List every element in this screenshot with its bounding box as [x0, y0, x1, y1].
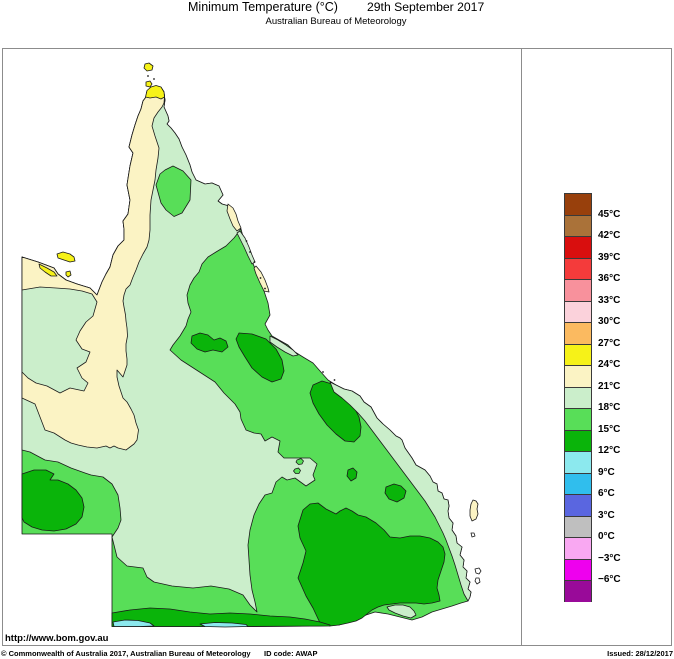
- map-title: Minimum Temperature (°C): [188, 0, 338, 14]
- legend-label-9C: 9°C: [598, 466, 615, 478]
- legend-label-0C: 0°C: [598, 531, 615, 542]
- legend-cell-0: [564, 193, 592, 215]
- map-region-mint-secoast: [329, 381, 472, 602]
- footer-issued: Issued: 28/12/2017: [607, 649, 673, 658]
- legend-cell-17: [564, 558, 592, 580]
- legend-label-33C: 33°C: [598, 294, 621, 306]
- map-island-stradbroke: [474, 577, 481, 585]
- legend-cell-16: [564, 537, 592, 559]
- legend-cell-10: [564, 408, 592, 430]
- legend-cell-5: [564, 300, 592, 322]
- legend-label-24C: 24°C: [598, 359, 621, 370]
- map-region-yellow-bentinck: [65, 270, 72, 278]
- map-region-mint-townsville: [269, 335, 299, 357]
- map-region-mint-cooktown-sliver: [236, 230, 256, 265]
- legend-label-12C: 12°C: [598, 445, 621, 456]
- legend-cell-7: [564, 343, 592, 365]
- map-region-dgreen-border-blob: [21, 469, 85, 532]
- legend-label-42C: 42°C: [598, 230, 621, 241]
- legend-label-m6C: −6°C: [598, 574, 621, 585]
- legend-cell-8: [564, 365, 592, 387]
- map-region-dgreen-triangle: [384, 483, 407, 503]
- legend-cell-1: [564, 214, 592, 236]
- legend-label-15C: 15°C: [598, 423, 621, 435]
- legend-cell-12: [564, 451, 592, 473]
- legend-cell-11: [564, 429, 592, 451]
- legend-cell-4: [564, 279, 592, 301]
- map-island-moreton: [474, 567, 482, 575]
- map-region-mint-field: [21, 85, 318, 613]
- map-frame: [2, 48, 672, 646]
- legend-label-30C: 30°C: [598, 316, 621, 327]
- footer-url: http://www.bom.gov.au: [5, 633, 109, 644]
- map-region-cream-cooktown: [226, 203, 242, 232]
- legend-cell-18: [564, 580, 592, 602]
- map-region-dgreen-nw-blob: [190, 332, 229, 353]
- map-region-lgreen-dot1: [295, 458, 304, 465]
- footer-copyright: © Commonwealth of Australia 2017, Austra…: [1, 649, 251, 658]
- legend-label-21C: 21°C: [598, 380, 621, 392]
- map-region-cream-fraser: [469, 499, 479, 522]
- legend-divider: [521, 48, 522, 646]
- map-offshore-islets: [147, 75, 336, 381]
- map-region-yellow-torres-1: [143, 62, 154, 72]
- map-region-yellow-mornington: [56, 251, 76, 263]
- map-region-yellow-coastal: [38, 263, 58, 277]
- map-region-yellow-tip: [145, 85, 165, 100]
- legend-label-36C: 36°C: [598, 273, 621, 284]
- legend-cell-13: [564, 472, 592, 494]
- legend-cell-14: [564, 494, 592, 516]
- map-island-small: [470, 532, 476, 538]
- legend-label-45C: 45°C: [598, 208, 621, 220]
- temperature-legend: 45°C 42°C 39°C 36°C 33°C 30°C 27°C 24°C 21°C 18°C…: [564, 193, 621, 602]
- legend-label-27C: 27°C: [598, 337, 621, 349]
- map-region-lgreen-peninsula-blob: [155, 165, 192, 217]
- footer-idcode: ID code: AWAP: [264, 649, 318, 658]
- legend-cell-15: [564, 515, 592, 537]
- legend-label-6C: 6°C: [598, 488, 615, 499]
- legend-cell-9: [564, 386, 592, 408]
- map-region-dgreen-dot: [346, 467, 358, 482]
- map-region-dgreen-banana: [235, 332, 285, 383]
- legend-cell-3: [564, 257, 592, 279]
- legend-label-39C: 39°C: [598, 251, 621, 263]
- map-subtitle: Australian Bureau of Meteorology: [265, 16, 407, 27]
- legend-label-3C: 3°C: [598, 509, 615, 521]
- map-region-lgreen-dot2: [293, 467, 301, 474]
- legend-label-m3C: −3°C: [598, 552, 621, 564]
- map-region-mint-bottomright: [386, 604, 417, 619]
- map-region-yellow-torres-2: [145, 80, 153, 88]
- map-region-mint-nw-island: [21, 286, 98, 394]
- legend-cell-2: [564, 236, 592, 258]
- legend-cell-6: [564, 322, 592, 344]
- map-region-cream-cairns: [253, 265, 270, 293]
- map-date: 29th September 2017: [367, 0, 485, 14]
- legend-label-18C: 18°C: [598, 402, 621, 413]
- map-region-cyan-2: [199, 622, 249, 628]
- map-region-cyan-1: [112, 619, 155, 627]
